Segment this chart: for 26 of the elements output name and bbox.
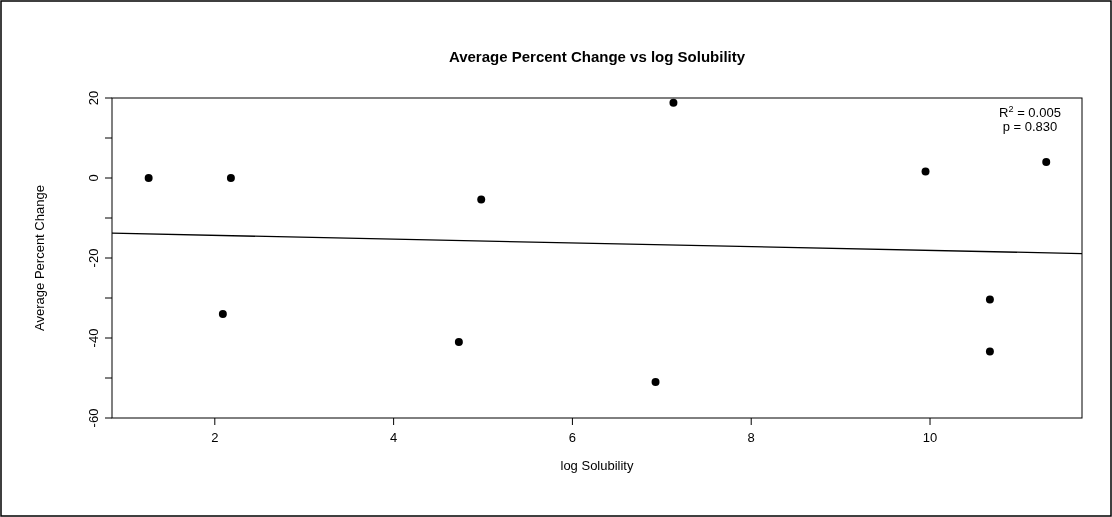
annotation: R$^{2}$ = 0.005 xyxy=(999,104,1061,120)
x-tick-label: 4 xyxy=(390,430,398,445)
point xyxy=(669,98,678,107)
y-tick-label: 0 xyxy=(86,174,101,182)
x-tick-label: 6 xyxy=(568,430,577,445)
x-axis-title: log Solubility xyxy=(560,458,634,473)
y-tick-label: -40 xyxy=(86,328,101,348)
chart-title: Average Percent Change vs log Solubility xyxy=(448,48,746,65)
y-axis-title: Average Percent Change xyxy=(32,185,47,331)
x-tick-label: 2 xyxy=(211,430,219,445)
annotation: p = 0.830 xyxy=(1002,119,1058,134)
point xyxy=(985,347,994,356)
point xyxy=(454,338,463,346)
y-tick-label: -20 xyxy=(86,248,101,268)
x-tick-label: 8 xyxy=(747,430,755,445)
point xyxy=(985,295,994,304)
point xyxy=(651,378,660,386)
point xyxy=(226,174,235,182)
y-tick-label: 20 xyxy=(86,90,101,106)
y-tick-label: -60 xyxy=(86,408,101,428)
point xyxy=(1042,158,1051,166)
point xyxy=(218,310,227,318)
point xyxy=(921,167,930,176)
point xyxy=(477,195,486,204)
x-tick-label: 10 xyxy=(922,430,938,445)
point xyxy=(144,174,153,182)
